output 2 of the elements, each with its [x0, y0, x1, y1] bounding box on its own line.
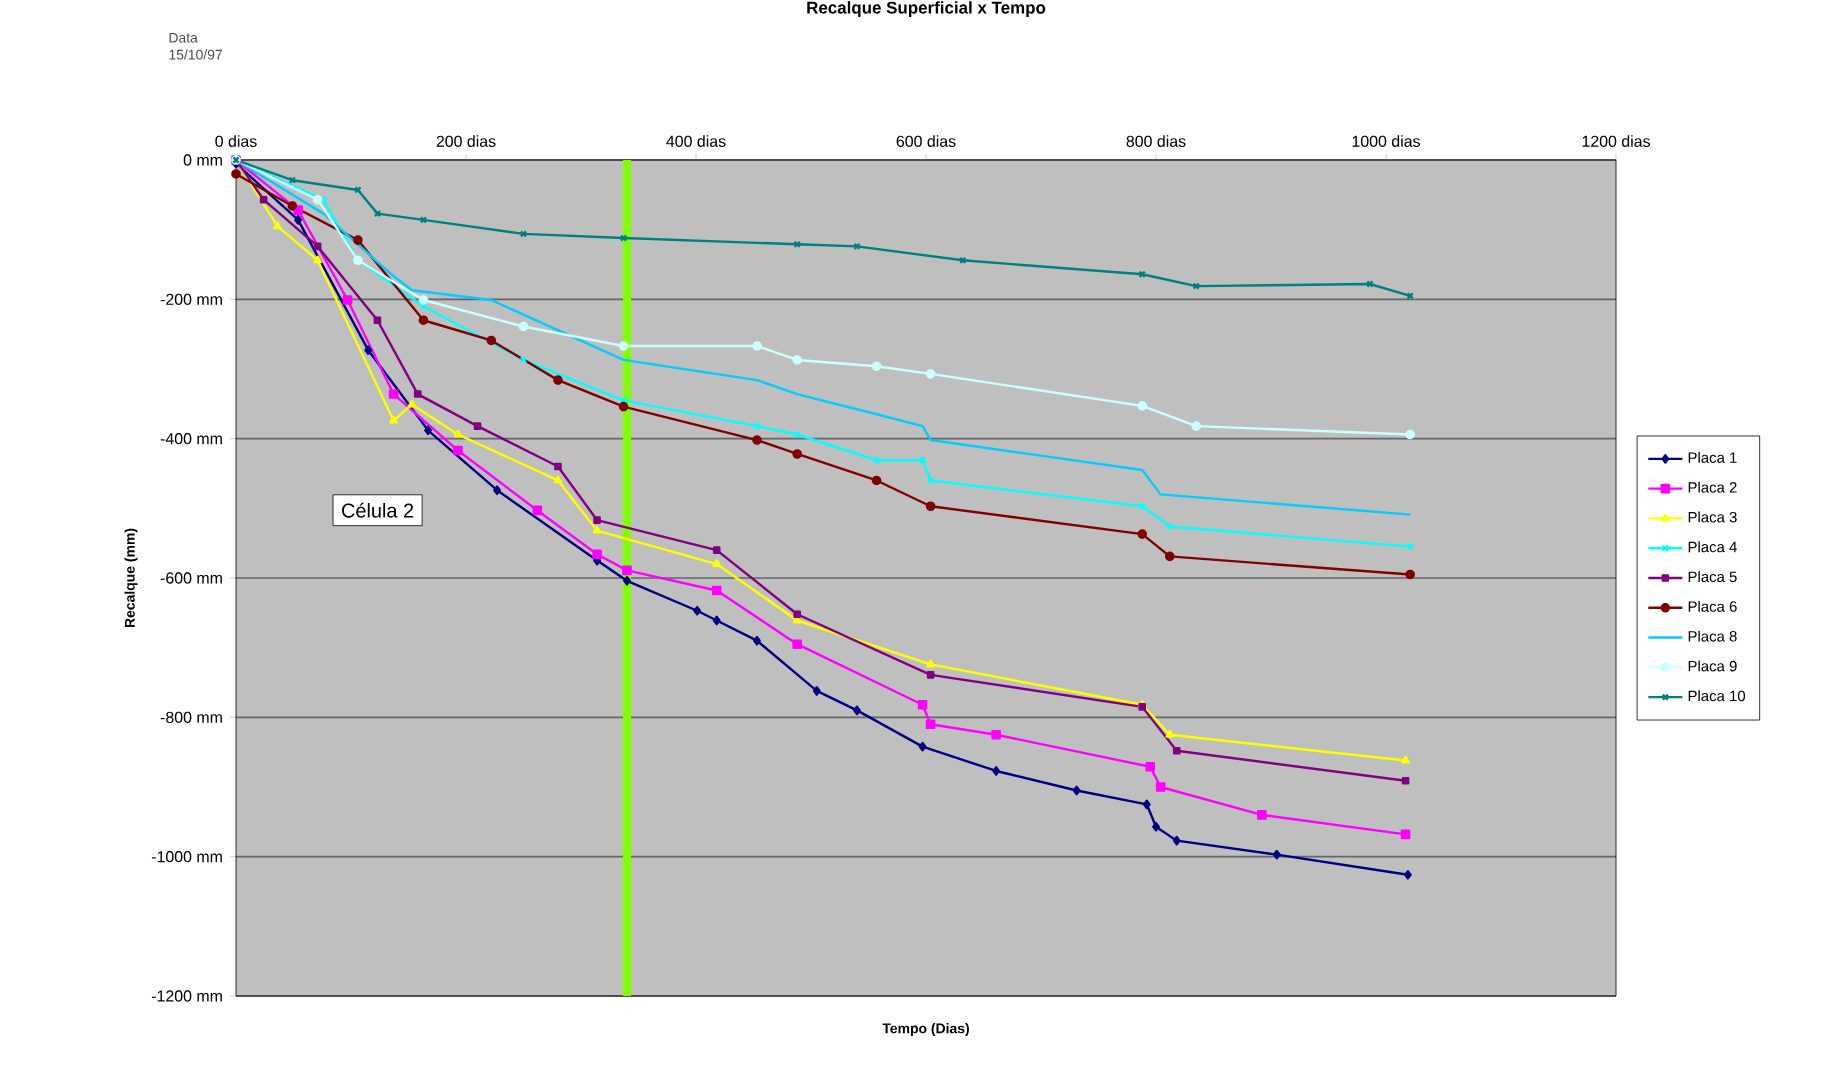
annotation: Célula 2: [342, 502, 414, 518]
chart-title: Recalque Superficial x Tempo: [807, 1, 1046, 17]
